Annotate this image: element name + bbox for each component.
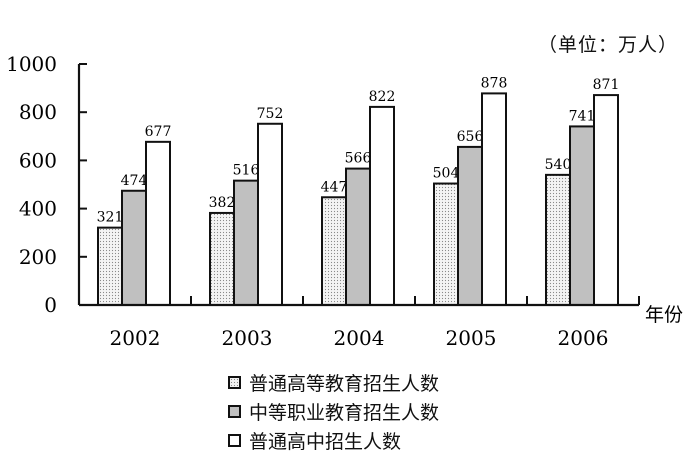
unit-label: （单位：万人） (538, 34, 679, 56)
x-axis-label: 年份 (645, 304, 683, 326)
y-tick-label: 600 (19, 148, 57, 172)
bar (345, 167, 371, 306)
x-tick-label: 2005 (446, 326, 497, 350)
bar (481, 92, 507, 307)
y-tick-label: 400 (19, 197, 57, 221)
x-tick-label: 2006 (558, 326, 609, 350)
bar-value-label: 447 (321, 179, 348, 195)
bar (433, 182, 459, 306)
x-tick-label: 2003 (222, 326, 273, 350)
legend-swatch-white (228, 434, 241, 447)
bar (97, 226, 123, 307)
legend-item-higher-education: 普通高等教育招生人数 (228, 368, 439, 397)
bar-value-label: 822 (369, 89, 396, 105)
bar (321, 196, 347, 306)
bar-value-label: 656 (457, 129, 484, 145)
x-tick-label: 2002 (110, 326, 161, 350)
y-tick-label: 1000 (6, 52, 57, 76)
y-axis: 0 200 400 600 800 1000 (6, 52, 87, 317)
bar-value-label: 516 (233, 163, 260, 179)
legend: 普通高等教育招生人数 中等职业教育招生人数 普通高中招生人数 (228, 368, 439, 455)
legend-item-vocational-education: 中等职业教育招生人数 (228, 397, 439, 426)
legend-swatch-dotted (228, 376, 241, 389)
x-axis: 2002 2003 2004 2005 2006 年份 (79, 296, 683, 350)
bar-value-label: 474 (121, 173, 148, 189)
bar-value-label: 540 (545, 157, 572, 173)
bar-value-label: 752 (257, 106, 284, 122)
bar (233, 179, 259, 306)
bar (209, 211, 235, 306)
bar (121, 189, 147, 307)
bar-value-label: 878 (481, 75, 508, 91)
legend-label: 普通高中招生人数 (249, 431, 402, 453)
bar (569, 125, 595, 306)
bar (369, 105, 395, 307)
legend-label: 中等职业教育招生人数 (249, 402, 440, 424)
y-tick-label: 200 (19, 245, 57, 269)
bar (457, 145, 483, 306)
legend-item-high-school: 普通高中招生人数 (228, 426, 439, 455)
bar-value-label: 321 (97, 210, 124, 226)
bar (545, 173, 571, 306)
x-tick-label: 2004 (334, 326, 385, 350)
y-tick-label: 800 (19, 100, 57, 124)
bar (593, 94, 619, 306)
y-tick-label: 0 (44, 293, 57, 317)
bar-value-label: 566 (345, 151, 372, 167)
bar-value-label: 741 (569, 108, 596, 124)
bar-value-label: 382 (209, 195, 236, 211)
bar-value-label: 677 (145, 124, 172, 140)
bar (257, 122, 283, 306)
bar-value-label: 504 (433, 166, 460, 182)
bars: 321 474 677 382 516 752 447 566 822 504 656 878 540 7… (97, 75, 620, 307)
legend-swatch-gray (228, 405, 241, 418)
bar (145, 140, 171, 306)
legend-label: 普通高等教育招生人数 (249, 373, 440, 395)
bar-value-label: 871 (593, 77, 620, 93)
